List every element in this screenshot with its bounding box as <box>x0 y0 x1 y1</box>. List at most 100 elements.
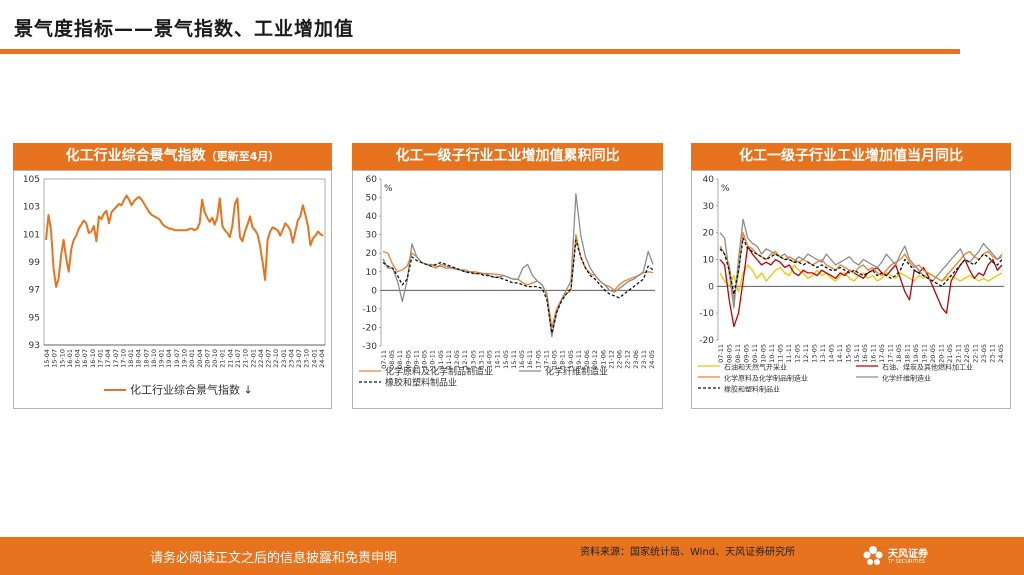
footer-bar: 请务必阅读正文之后的信息披露和免责申明 资料来源：国家统计局、Wind、天风证券… <box>0 537 1024 575</box>
y-tick-label: 30 <box>703 202 715 212</box>
x-tick-label: 22-06 <box>616 350 624 369</box>
x-tick-label: 11-11 <box>785 344 793 363</box>
x-tick-label: 23-04 <box>287 349 295 368</box>
x-tick-label: 18-11 <box>559 350 567 369</box>
x-tick-label: 19-04 <box>165 349 173 368</box>
chart-panel-3: 化工一级子行业工业增加值当月同比 40 30 20 10 0 -10 -20% 07-11 08… <box>691 143 1011 409</box>
legend-label: 化工行业综合景气指数 ↓ <box>130 383 253 397</box>
x-tick-label: 12-11 <box>802 344 810 363</box>
x-tick-label: 20-01 <box>188 349 196 368</box>
y-tick-label: 20 <box>703 229 715 239</box>
x-tick-label: 19-11 <box>575 350 583 369</box>
x-tick-label: 21-05 <box>946 344 954 363</box>
y-tick-label: 103 <box>23 203 40 213</box>
x-tick-label: 17-04 <box>104 349 112 368</box>
y-tick-label: 40 <box>703 175 715 185</box>
x-tick-label: 16-05 <box>861 344 869 363</box>
y-tick-label: -10 <box>362 305 377 315</box>
series-line-3 <box>382 239 654 334</box>
chart-2-header: 化工一级子行业工业增加值累积同比 <box>352 143 663 170</box>
x-tick-label: 07-11 <box>380 350 388 369</box>
y-tick-label: 40 <box>366 212 378 222</box>
y-tick-label: 95 <box>29 313 40 323</box>
x-tick-label: 19-05 <box>567 350 575 369</box>
series-line-4 <box>719 218 1003 309</box>
chart-panel-1: 化工行业综合景气指数（更新至4月） 105 103 101 99 97 95 93 15-04… <box>13 143 332 409</box>
x-tick-label: 11-05 <box>776 344 784 363</box>
x-tick-label: 14-05 <box>486 350 494 369</box>
x-tick-label: 17-05 <box>534 350 542 369</box>
series-line-2 <box>382 193 654 338</box>
brand-logo: 天风证券 TF SECURITIES <box>862 542 1022 572</box>
y-unit-label: % <box>721 184 730 194</box>
x-tick-label: 12-05 <box>453 350 461 369</box>
x-tick-label: 20-07 <box>203 349 211 368</box>
y-tick-label: 30 <box>366 231 378 241</box>
x-tick-label: 16-04 <box>74 349 82 368</box>
x-tick-label: 16-05 <box>518 350 526 369</box>
x-tick-label: 08-11 <box>396 350 404 369</box>
x-tick-label: 19-11 <box>921 344 929 363</box>
legend-label: 石油、煤炭及其他燃料加工业 <box>882 363 973 372</box>
legend-label: 石油和天然气开采业 <box>724 363 787 372</box>
y-tick-label: 0 <box>708 282 714 292</box>
x-tick-label: 13-11 <box>819 344 827 363</box>
x-tick-label: 23-07 <box>295 349 303 368</box>
y-tick-label: -10 <box>699 309 714 319</box>
title-divider <box>0 49 960 54</box>
x-tick-label: 22-07 <box>265 349 273 368</box>
x-tick-label: 17-10 <box>119 349 127 368</box>
x-tick-label: 17-11 <box>542 350 550 369</box>
x-tick-label: 09-05 <box>742 344 750 363</box>
y-tick-label: 50 <box>366 194 378 204</box>
legend-label: 化学纤维制造业 <box>882 374 931 383</box>
series-line-1 <box>382 234 654 329</box>
x-tick-label: 22-12 <box>624 350 632 369</box>
plot-area-frame <box>43 178 326 346</box>
x-tick-label: 19-10 <box>181 349 189 368</box>
series-line-3 <box>719 232 1003 301</box>
legend-label: 橡胶和塑料制品业 <box>724 385 780 394</box>
y-tick-label: -20 <box>699 336 714 346</box>
x-tick-label: 24-04 <box>318 349 326 368</box>
x-tick-label: 13-11 <box>477 350 485 369</box>
x-tick-label: 14-11 <box>836 344 844 363</box>
x-tick-label: 18-07 <box>142 349 150 368</box>
x-tick-label: 11-05 <box>437 350 445 369</box>
x-tick-label: 21-12 <box>607 350 615 369</box>
x-tick-label: 15-05 <box>844 344 852 363</box>
y-tick-label: 93 <box>29 341 40 351</box>
x-tick-label: 22-04 <box>257 349 265 368</box>
x-tick-label: 11-11 <box>445 350 453 369</box>
x-tick-label: 21-07 <box>234 349 242 368</box>
x-tick-label: 15-05 <box>502 350 510 369</box>
chart-3-title: 化工一级子行业工业增加值当月同比 <box>739 148 963 164</box>
x-tick-label: 24-05 <box>997 344 1005 363</box>
chart-3-header: 化工一级子行业工业增加值当月同比 <box>691 143 1011 170</box>
x-tick-label: 24-05 <box>648 350 656 369</box>
x-tick-label: 22-10 <box>272 349 280 368</box>
x-tick-label: 20-04 <box>196 349 204 368</box>
page-title: 景气度指标——景气指数、工业增加值 <box>14 18 355 40</box>
chart-1-body: 105 103 101 99 97 95 93 15-04 15-07 15-10 16-01 16-… <box>13 170 332 409</box>
x-tick-label: 10-11 <box>429 350 437 369</box>
chart-2-title: 化工一级子行业工业增加值累积同比 <box>395 148 620 164</box>
x-tick-label: 09-11 <box>751 344 759 363</box>
y-tick-label: 10 <box>366 268 378 278</box>
y-tick-label: 10 <box>703 256 715 266</box>
x-tick-label: 18-04 <box>135 349 143 368</box>
legend-label: 化学纤维制造业 <box>545 366 608 378</box>
chart-3-body: 40 30 20 10 0 -10 -20% 07-11 08-05 08-11 09-05 09-1… <box>691 170 1011 409</box>
x-tick-label: 15-07 <box>51 349 59 368</box>
y-tick-label: 101 <box>23 230 40 240</box>
y-tick-label: 97 <box>29 286 40 296</box>
logo-text: 天风证券 <box>888 549 928 560</box>
x-tick-label: 14-11 <box>494 350 502 369</box>
x-tick-label: 15-04 <box>43 349 51 368</box>
x-tick-label: 21-11 <box>955 344 963 363</box>
x-tick-label: 23-06 <box>632 350 640 369</box>
x-tick-label: 08-11 <box>734 344 742 363</box>
x-tick-label: 10-11 <box>768 344 776 363</box>
